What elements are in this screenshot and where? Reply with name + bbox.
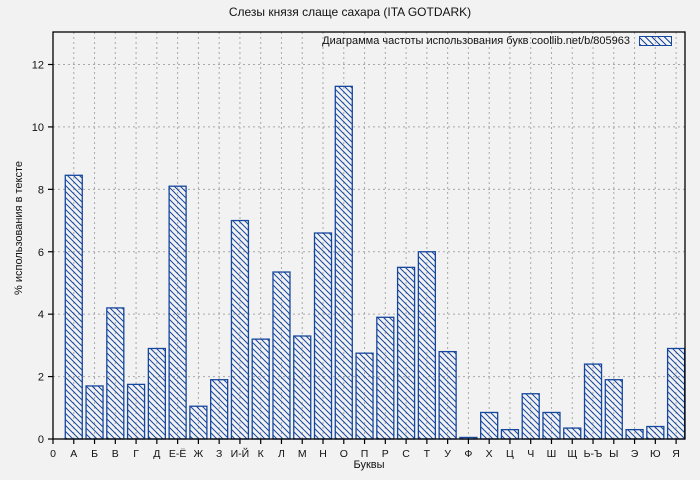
y-tick-label: 0 <box>38 434 44 446</box>
bar-В <box>106 307 125 440</box>
bar-Л <box>272 271 291 440</box>
x-tick-label: Г <box>133 448 139 460</box>
bar-Ц <box>500 428 520 440</box>
x-tick-label: Я <box>672 448 680 460</box>
bar-Ы <box>604 379 623 440</box>
bar-Щ <box>563 427 582 440</box>
legend-label: Диаграмма частоты использования букв coo… <box>322 35 630 47</box>
x-tick-label: Н <box>319 448 327 460</box>
x-tick-label: Л <box>278 448 285 460</box>
chart-title: Слезы князя слаще сахара (ITA GOTDARK) <box>228 5 472 19</box>
x-tick-label: О <box>340 448 348 460</box>
x-tick-label: Ж <box>194 448 204 460</box>
x-tick-label: С <box>402 448 410 460</box>
x-tick-label: В <box>112 448 119 460</box>
x-tick-label: Д <box>153 448 160 460</box>
y-tick-label: 8 <box>38 184 44 196</box>
x-tick-label: Щ <box>567 448 577 460</box>
bar-Р <box>376 316 395 440</box>
bar-О <box>334 85 353 440</box>
plot-border <box>52 31 686 440</box>
bar-Б <box>85 385 104 440</box>
x-tick-label: Ш <box>547 448 557 460</box>
bar-П <box>355 352 374 440</box>
x-axis-label: Буквы <box>353 459 385 471</box>
x-tick-label: Х <box>486 448 493 460</box>
y-tick-label: 10 <box>32 122 44 134</box>
x-tick-label: М <box>298 448 307 460</box>
x-tick-label: Ь-Ъ <box>584 448 603 460</box>
bar-Ю <box>646 425 665 440</box>
x-tick-label: Ф <box>464 448 472 460</box>
bar-С <box>396 266 416 440</box>
x-tick-label: З <box>216 448 222 460</box>
bar-Г <box>126 383 146 440</box>
x-tick-label: Т <box>424 448 431 460</box>
bar-Т <box>417 251 437 440</box>
bar-Е-Ё <box>168 185 187 440</box>
bar-А <box>64 174 83 440</box>
y-tick-label: 6 <box>38 247 44 259</box>
x-tick-label: П <box>361 448 369 460</box>
bar-Ч <box>521 393 540 440</box>
bar-З <box>210 379 229 440</box>
y-tick-label: 12 <box>32 60 44 72</box>
x-tick-label: А <box>70 448 77 460</box>
legend-hatch-swatch-icon <box>639 36 672 46</box>
bar-К <box>251 338 270 440</box>
x-tick-label: И-Й <box>231 447 250 460</box>
x-tick-label: Б <box>91 448 98 460</box>
bar-Д <box>147 347 167 440</box>
bar-И-Й <box>230 219 250 440</box>
bar-Ж <box>189 405 208 440</box>
bar-Х <box>480 411 499 440</box>
bar-М <box>293 335 312 440</box>
y-tick-label: 4 <box>38 309 44 321</box>
bar-Н <box>313 232 333 440</box>
bar-Э <box>625 428 644 440</box>
x-tick-label: Ю <box>650 448 661 460</box>
legend: Диаграмма частоты использования букв coo… <box>322 35 672 47</box>
x-tick-label: У <box>444 448 451 460</box>
x-tick-label: Р <box>382 448 389 460</box>
x-tick-label: Ы <box>609 448 618 460</box>
x-tick-label: К <box>258 448 265 460</box>
bar-Я <box>666 347 686 440</box>
x-tick-label: Ц <box>506 448 514 460</box>
bar-У <box>438 350 457 440</box>
x-tick-label: 0 <box>50 448 56 460</box>
bar-Ш <box>542 411 561 440</box>
x-tick-label: Е-Ё <box>169 448 187 460</box>
bar-Ь-Ъ <box>583 363 603 440</box>
x-tick-label: Ч <box>527 448 534 460</box>
x-tick-label: Э <box>631 448 639 460</box>
y-tick-label: 2 <box>38 372 44 384</box>
